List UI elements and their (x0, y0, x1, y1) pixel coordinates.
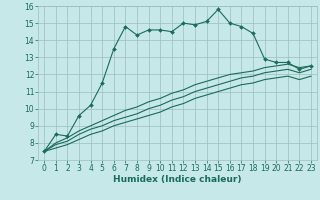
X-axis label: Humidex (Indice chaleur): Humidex (Indice chaleur) (113, 175, 242, 184)
